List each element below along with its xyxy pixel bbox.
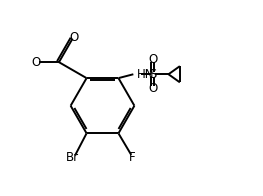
Text: O: O bbox=[31, 56, 41, 69]
Text: O: O bbox=[69, 31, 79, 44]
Text: Br: Br bbox=[65, 151, 79, 164]
Text: O: O bbox=[148, 53, 157, 66]
Text: S: S bbox=[149, 68, 157, 81]
Text: F: F bbox=[129, 151, 135, 164]
Text: HN: HN bbox=[137, 68, 154, 81]
Text: O: O bbox=[148, 82, 157, 95]
